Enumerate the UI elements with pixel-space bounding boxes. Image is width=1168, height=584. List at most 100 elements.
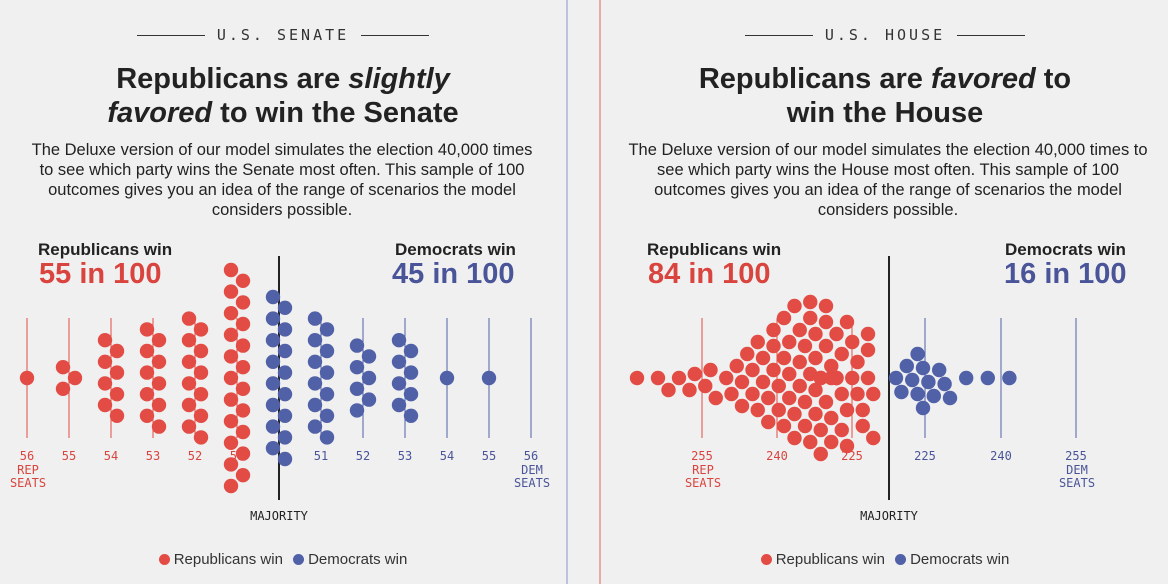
legend-dem-swatch bbox=[895, 553, 907, 565]
senate-headline: Republicans are slightly favored to win … bbox=[0, 62, 566, 130]
legend-rep-swatch bbox=[158, 553, 170, 565]
seat-tick-label: 52 bbox=[356, 449, 370, 463]
dem-outcome-dot bbox=[265, 376, 281, 391]
legend-rep-label: Republicans win bbox=[775, 550, 885, 568]
dem-outcome-dot bbox=[277, 343, 293, 359]
rep-outcome-dot bbox=[235, 468, 251, 483]
rep-outcome-dot bbox=[866, 386, 881, 402]
rep-outcome-dot bbox=[787, 298, 802, 314]
dem-outcome-dot bbox=[932, 362, 947, 378]
rep-outcome-dot bbox=[223, 284, 239, 299]
dem-outcome-dot bbox=[905, 372, 920, 388]
house-legend: Republicans win Democrats win bbox=[602, 550, 1168, 568]
dem-outcome-dot bbox=[926, 388, 941, 404]
dem-outcome-dot bbox=[403, 343, 419, 359]
dem-outcome-dot bbox=[307, 397, 323, 413]
rep-outcome-dot bbox=[193, 365, 209, 380]
rep-outcome-dot bbox=[671, 370, 687, 386]
kicker-rule bbox=[361, 34, 430, 36]
kicker-rule bbox=[957, 34, 1026, 36]
rep-outcome-dot bbox=[109, 343, 125, 359]
rep-outcome-dot bbox=[235, 403, 251, 418]
majority-label: MAJORITY bbox=[860, 509, 919, 523]
house-headline: Republicans are favored to win the House bbox=[602, 62, 1168, 130]
rep-outcome-dot bbox=[855, 418, 870, 434]
dem-outcome-dot bbox=[319, 322, 335, 337]
rep-outcome-dot bbox=[650, 370, 666, 386]
rep-outcome-dot bbox=[729, 358, 744, 374]
dem-outcome-dot bbox=[921, 374, 936, 390]
dem-outcome-dot bbox=[265, 354, 281, 369]
rep-outcome-dot bbox=[223, 435, 239, 450]
dem-outcome-dot bbox=[349, 403, 365, 418]
rep-outcome-dot bbox=[813, 422, 828, 438]
rep-outcome-dot bbox=[139, 365, 155, 380]
rep-outcome-dot bbox=[766, 322, 781, 338]
rep-outcome-dot bbox=[97, 333, 113, 348]
rep-outcome-dot bbox=[223, 478, 239, 494]
rep-outcome-dot bbox=[792, 322, 807, 338]
rep-outcome-dot bbox=[855, 402, 870, 418]
senate-kicker: U.S. SENATE bbox=[0, 26, 566, 44]
dem-outcome-dot bbox=[942, 390, 958, 406]
dem-outcome-dot bbox=[307, 311, 323, 326]
senate-legend: Republicans win Democrats win bbox=[0, 550, 566, 568]
rep-outcome-dot bbox=[734, 374, 750, 390]
rep-outcome-dot bbox=[782, 334, 797, 350]
dem-outcome-dot bbox=[361, 370, 377, 386]
legend-rep-label: Republicans win bbox=[173, 550, 283, 568]
rep-outcome-dot bbox=[181, 397, 197, 413]
seat-tick-label: 240 bbox=[766, 449, 788, 463]
dem-outcome-dot bbox=[319, 430, 335, 445]
rep-outcome-dot bbox=[803, 294, 818, 310]
senate-kicker-text: U.S. SENATE bbox=[216, 26, 350, 44]
seat-tick-label: 255 bbox=[1065, 449, 1087, 463]
rep-outcome-dot bbox=[766, 338, 781, 354]
senate-rep-win-label: Republicans win bbox=[38, 240, 173, 259]
dem-outcome-dot bbox=[910, 386, 925, 402]
dem-outcome-dot bbox=[391, 354, 407, 369]
rep-outcome-dot bbox=[818, 298, 834, 314]
rep-outcome-dot bbox=[761, 414, 776, 430]
seat-tick-label: 51 bbox=[314, 449, 328, 463]
rep-outcome-dot bbox=[223, 262, 239, 278]
rep-outcome-dot bbox=[223, 349, 239, 364]
rep-outcome-dot bbox=[139, 408, 155, 423]
dem-outcome-dot bbox=[277, 365, 293, 380]
dem-outcome-dot bbox=[915, 400, 931, 416]
dem-outcome-dot bbox=[888, 370, 904, 386]
rep-outcome-dot bbox=[193, 430, 209, 445]
seat-tick-label: 53 bbox=[398, 449, 412, 463]
rep-outcome-dot bbox=[834, 422, 849, 438]
rep-outcome-dot bbox=[139, 343, 155, 359]
dem-outcome-dot bbox=[915, 360, 931, 376]
axis-end-label-dem: SEATS bbox=[514, 476, 550, 490]
rep-outcome-dot bbox=[824, 434, 839, 450]
house-rep-win-value: 84 in 100 bbox=[648, 258, 771, 290]
dem-outcome-dot bbox=[361, 349, 377, 364]
rep-outcome-dot bbox=[181, 376, 197, 391]
dem-outcome-dot bbox=[277, 430, 293, 445]
dem-outcome-dot bbox=[403, 365, 419, 380]
rep-outcome-dot bbox=[109, 387, 125, 402]
rep-outcome-dot bbox=[235, 360, 251, 375]
rep-outcome-dot bbox=[235, 338, 251, 353]
rep-outcome-dot bbox=[860, 370, 876, 386]
rep-outcome-dot bbox=[223, 457, 239, 472]
house-dem-win-label: Democrats win bbox=[1005, 240, 1126, 259]
rep-outcome-dot bbox=[55, 381, 71, 396]
rep-outcome-dot bbox=[19, 370, 35, 386]
rep-outcome-dot bbox=[750, 402, 765, 418]
headline-part: to win the Senate bbox=[212, 97, 459, 129]
rep-outcome-dot bbox=[797, 394, 813, 410]
dem-outcome-dot bbox=[265, 289, 281, 305]
house-panel: U.S. HOUSE Republicans are favored to wi… bbox=[602, 0, 1168, 584]
rep-outcome-dot bbox=[67, 370, 83, 386]
rep-outcome-dot bbox=[787, 406, 802, 422]
rep-outcome-dot bbox=[235, 316, 251, 332]
rep-outcome-dot bbox=[151, 354, 167, 369]
rep-outcome-dot bbox=[151, 397, 167, 413]
dem-outcome-dot bbox=[391, 333, 407, 348]
rep-outcome-dot bbox=[813, 370, 828, 386]
rep-outcome-dot bbox=[235, 446, 251, 461]
